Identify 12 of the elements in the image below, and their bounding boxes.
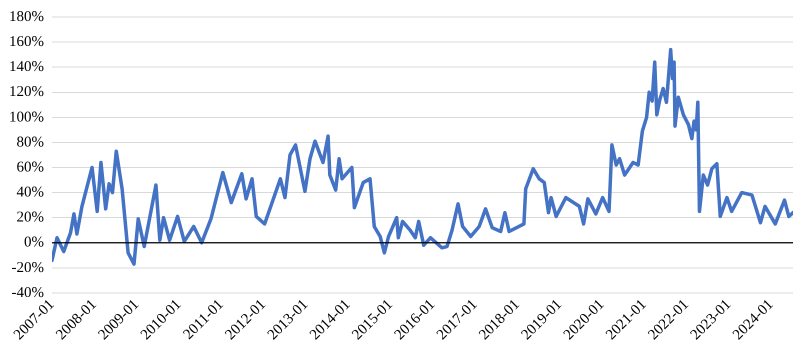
y-tick-label: -40% (12, 284, 44, 301)
y-tick-label: 40% (16, 184, 44, 201)
y-tick-label: 180% (9, 8, 44, 25)
y-tick-label: -20% (12, 260, 44, 276)
y-tick-label: 120% (9, 84, 44, 100)
y-tick-label: 60% (16, 159, 44, 176)
y-tick-label: 160% (9, 34, 44, 50)
y-tick-label: 20% (16, 210, 44, 226)
y-tick-label: 80% (16, 134, 44, 150)
y-tick-label: 0% (24, 234, 44, 251)
y-tick-label: 100% (9, 109, 44, 126)
y-tick-label: 140% (9, 59, 44, 76)
